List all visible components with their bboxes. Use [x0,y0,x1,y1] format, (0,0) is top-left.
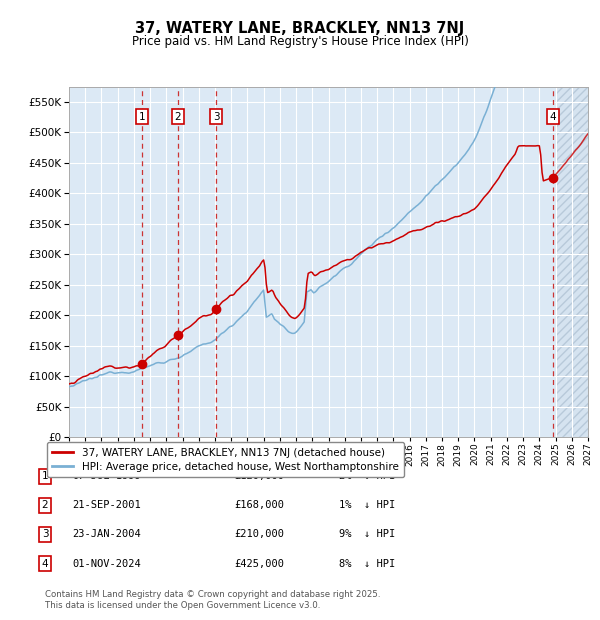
Text: 3: 3 [213,112,220,122]
Text: 8%  ↓ HPI: 8% ↓ HPI [339,559,395,569]
Text: 4: 4 [41,559,49,569]
Text: 1: 1 [41,471,49,481]
Text: 1: 1 [139,112,146,122]
Text: Contains HM Land Registry data © Crown copyright and database right 2025.
This d: Contains HM Land Registry data © Crown c… [45,590,380,609]
Text: 9%  ↓ HPI: 9% ↓ HPI [339,529,395,539]
Text: 3: 3 [41,529,49,539]
Text: 07-JUL-1999: 07-JUL-1999 [72,471,141,481]
Text: 1%  ↓ HPI: 1% ↓ HPI [339,500,395,510]
Text: £168,000: £168,000 [234,500,284,510]
Text: 2: 2 [41,500,49,510]
Text: 2: 2 [175,112,181,122]
Text: 4: 4 [550,112,556,122]
Text: £210,000: £210,000 [234,529,284,539]
Text: £120,000: £120,000 [234,471,284,481]
Text: 01-NOV-2024: 01-NOV-2024 [72,559,141,569]
Text: 21-SEP-2001: 21-SEP-2001 [72,500,141,510]
Text: 37, WATERY LANE, BRACKLEY, NN13 7NJ: 37, WATERY LANE, BRACKLEY, NN13 7NJ [136,21,464,36]
Text: Price paid vs. HM Land Registry's House Price Index (HPI): Price paid vs. HM Land Registry's House … [131,35,469,48]
Text: 2%  ↓ HPI: 2% ↓ HPI [339,471,395,481]
Bar [556,71,588,437]
Text: 23-JAN-2004: 23-JAN-2004 [72,529,141,539]
Legend: 37, WATERY LANE, BRACKLEY, NN13 7NJ (detached house), HPI: Average price, detach: 37, WATERY LANE, BRACKLEY, NN13 7NJ (det… [47,442,404,477]
Text: £425,000: £425,000 [234,559,284,569]
